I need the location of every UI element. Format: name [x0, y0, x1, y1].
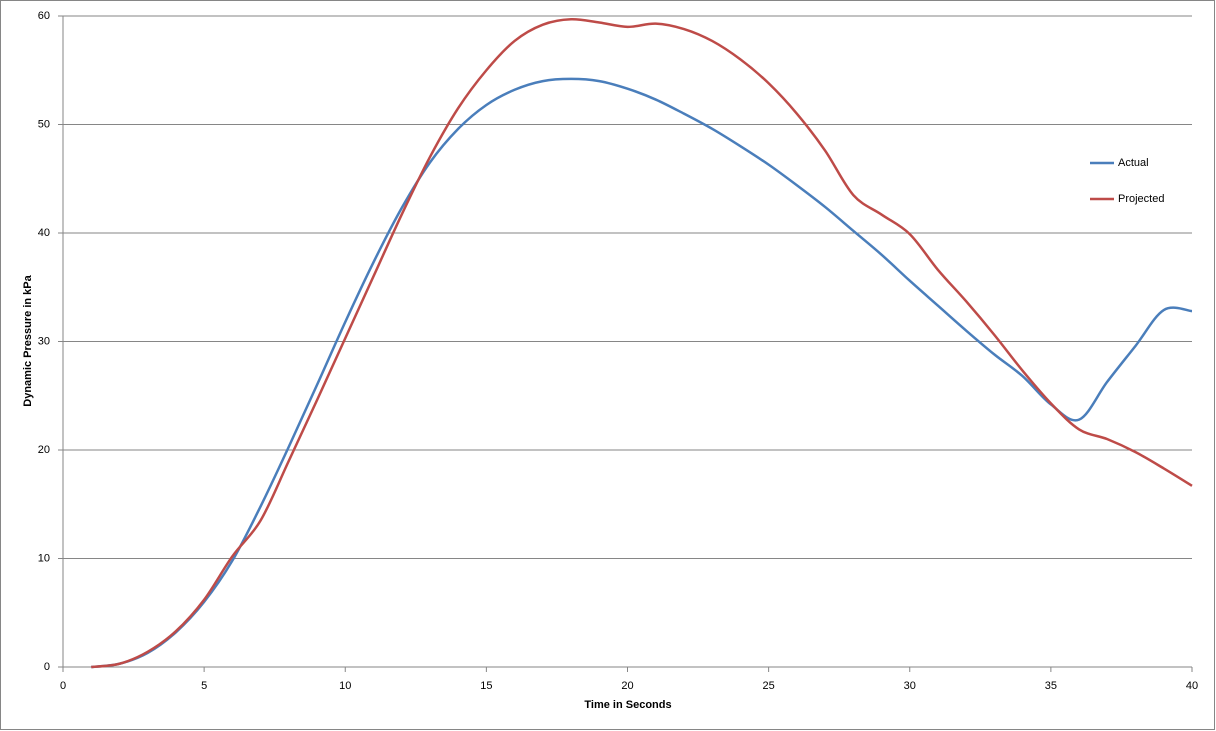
y-tick-label: 30 [38, 335, 50, 347]
legend-label: Actual [1118, 157, 1149, 169]
x-tick-label: 0 [60, 680, 66, 692]
y-tick-label: 60 [38, 10, 50, 22]
series-line [91, 77, 1193, 669]
x-tick-label: 20 [621, 680, 633, 692]
y-tick-label: 40 [38, 227, 50, 239]
series-line [91, 17, 1193, 669]
x-tick-label: 30 [904, 680, 916, 692]
y-tick-label: 0 [44, 661, 50, 673]
x-tick-label: 25 [763, 680, 775, 692]
x-tick-label: 35 [1045, 680, 1057, 692]
y-axis-title: Dynamic Pressure in kPa [22, 274, 34, 406]
x-tick-label: 10 [339, 680, 351, 692]
y-tick-label: 50 [38, 118, 50, 130]
y-tick-label: 10 [38, 552, 50, 564]
legend-label: Projected [1118, 193, 1164, 205]
y-tick-label: 20 [38, 444, 50, 456]
x-tick-label: 15 [480, 680, 492, 692]
x-tick-label: 5 [201, 680, 207, 692]
x-axis-title: Time in Seconds [584, 699, 671, 711]
x-tick-label: 40 [1186, 680, 1198, 692]
